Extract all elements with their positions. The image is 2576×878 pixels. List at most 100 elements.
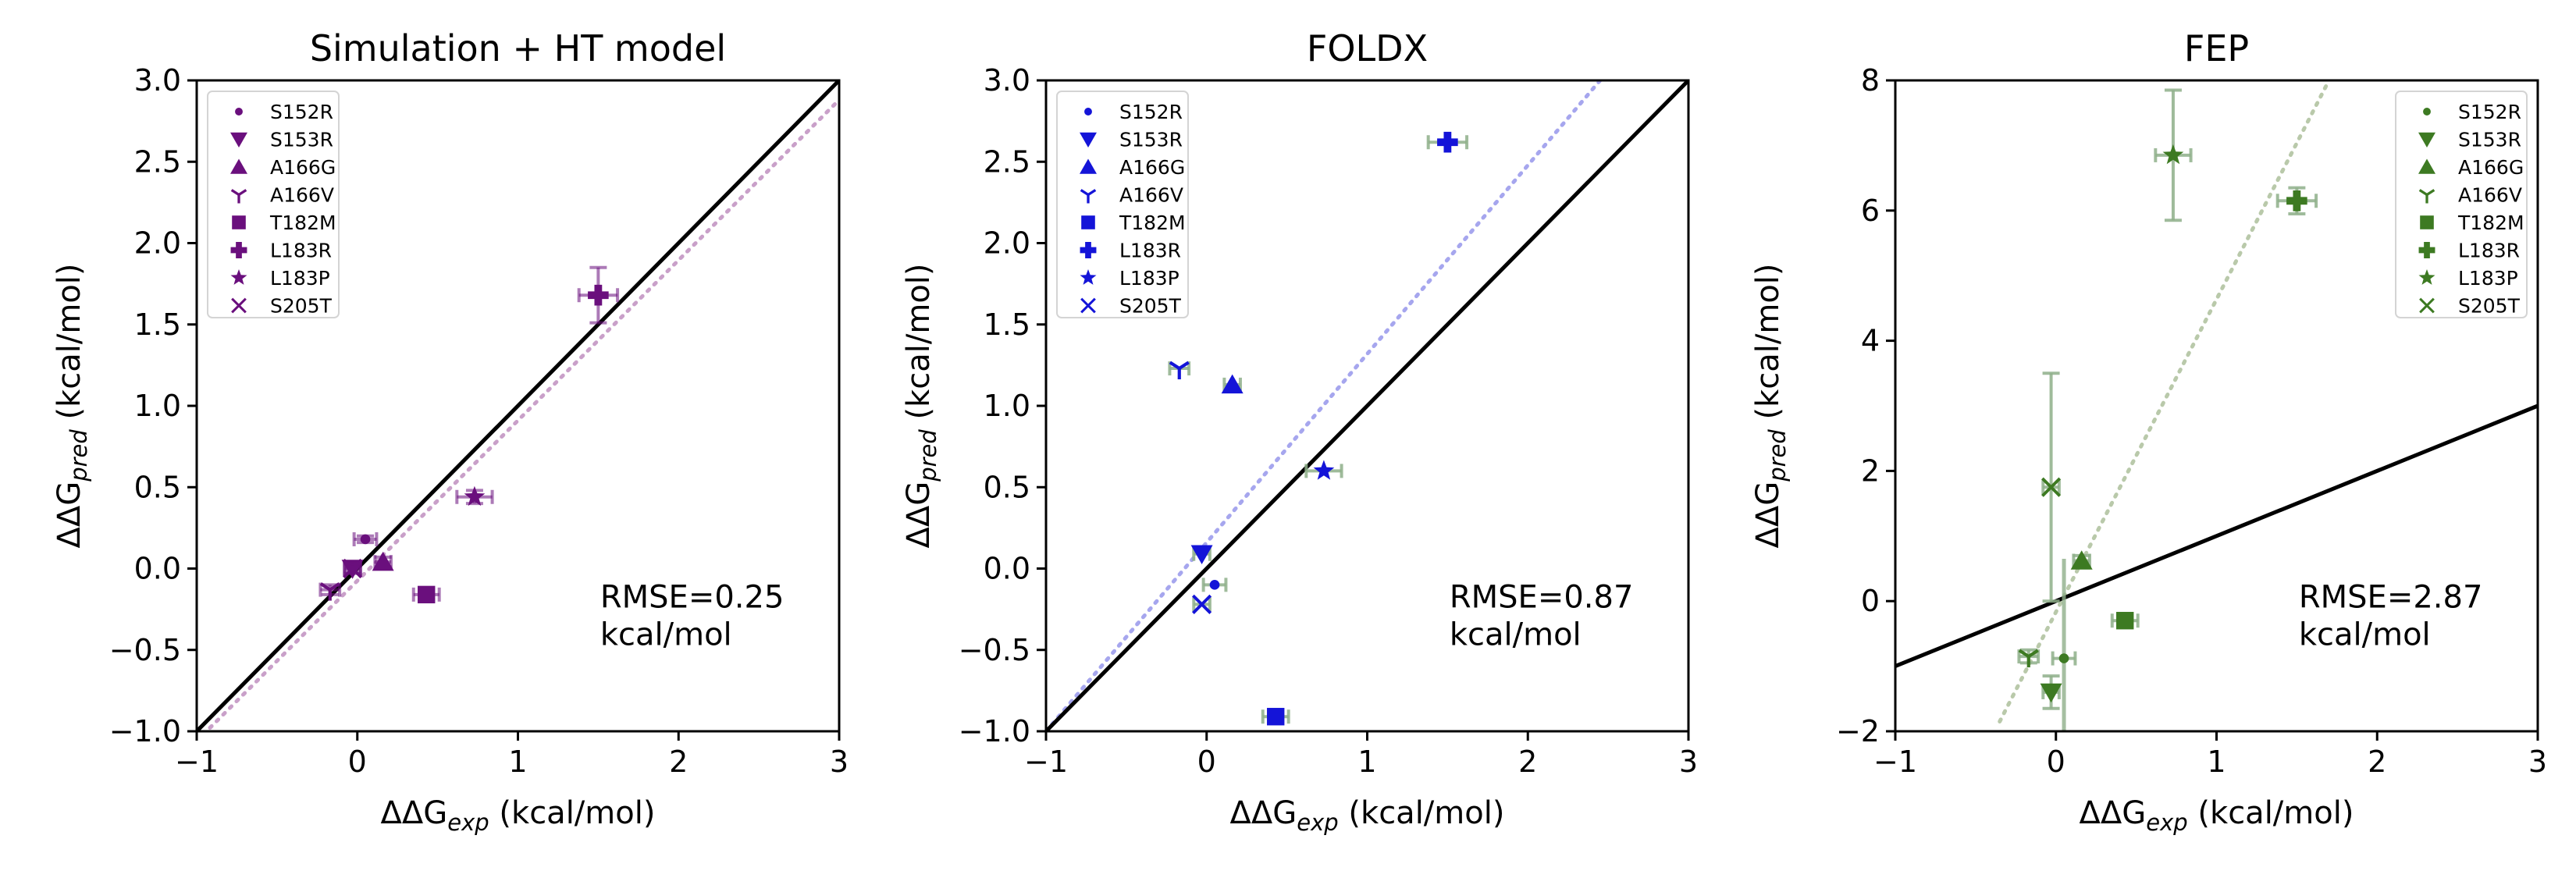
legend-label: S152R — [1119, 101, 1183, 123]
identity-line — [1895, 403, 2538, 668]
y-tick-label: 0.0 — [134, 552, 181, 586]
y-tick-label: −0.5 — [959, 633, 1030, 667]
x-axis-label-unit: (kcal/mol) — [2188, 795, 2354, 831]
y-tick-label: 2.0 — [984, 226, 1030, 261]
x-tick-label: 0 — [348, 745, 367, 779]
legend-label: L183P — [270, 267, 330, 290]
data-point-l183p — [1304, 460, 1343, 480]
legend-triangle-up-marker — [1080, 158, 1097, 174]
y-tick-label: 2.5 — [134, 144, 181, 179]
x-tick-label: 1 — [508, 745, 527, 779]
circle-marker — [1209, 580, 1220, 590]
data-point-l183p — [2154, 88, 2193, 222]
chart-title: FEP — [2184, 27, 2249, 69]
identity-line — [1046, 80, 1688, 731]
y-tick-label: 3.0 — [134, 63, 181, 98]
y-axis-label: ΔΔGpred (kcal/mol) — [901, 263, 941, 548]
legend-item-s152r: S152R — [235, 101, 333, 123]
legend-tri-marker-left-arm — [1080, 189, 1089, 196]
star-marker — [2162, 144, 2184, 165]
legend-label: A166G — [2458, 156, 2524, 179]
tri-marker — [1169, 361, 1190, 380]
star-marker — [464, 485, 486, 507]
tri-marker — [2018, 649, 2039, 668]
x-axis-label-unit: (kcal/mol) — [489, 795, 656, 831]
data-point-s152r — [2051, 651, 2077, 666]
tri-marker-left-arm — [1169, 361, 1180, 370]
y-tick-label: 8 — [1861, 63, 1880, 98]
y-axis-label: ΔΔGpred (kcal/mol) — [1750, 263, 1791, 548]
y-tick-label: 1.5 — [984, 307, 1030, 342]
square-marker — [418, 585, 436, 604]
y-axis-label-subscript: pred — [1764, 429, 1791, 482]
y-tick-label: 4 — [1861, 324, 1880, 358]
rmse-annotation-line-1: RMSE=0.25 — [600, 580, 785, 616]
legend-label: S153R — [1119, 129, 1183, 151]
legend-label: T182M — [1119, 212, 1186, 234]
tri-marker-right-arm — [329, 582, 340, 592]
data-point-a166g — [372, 551, 394, 571]
fit-line — [1046, 80, 1603, 731]
legend-label: S152R — [2458, 101, 2521, 123]
x-marker-stroke-2 — [342, 558, 363, 579]
legend-x-marker — [2419, 297, 2435, 314]
legend-star-marker — [1080, 269, 1097, 285]
legend-square-marker — [2420, 215, 2434, 229]
data-point-a166v — [2017, 648, 2041, 668]
legend-label: L183R — [1119, 240, 1181, 262]
data-point-l183r — [577, 265, 620, 325]
legend-item-l183p: L183P — [230, 267, 330, 290]
legend-item-s205t: S205T — [231, 295, 333, 318]
legend-triangle-up-marker — [230, 158, 247, 174]
legend-label: T182M — [269, 212, 336, 234]
legend-tri-marker — [1080, 189, 1097, 204]
y-tick-label: 2.0 — [134, 226, 181, 261]
legend-square-marker — [1081, 215, 1095, 229]
legend-item-a166v: A166V — [1080, 184, 1183, 207]
legend-box — [1056, 91, 1189, 318]
x-axis-label: ΔΔGexp (kcal/mol) — [1230, 795, 1505, 836]
y-axis-label-unit: (kcal/mol) — [52, 263, 87, 429]
x-marker-stroke-2 — [1191, 594, 1212, 614]
x-axis-label-subscript: exp — [1297, 809, 1338, 836]
plus-marker — [588, 284, 609, 306]
y-tick-label: −2 — [1836, 714, 1880, 748]
y-tick-label: 1.0 — [984, 389, 1030, 423]
x-axis-label-unit: (kcal/mol) — [1339, 795, 1505, 831]
plot-area — [1046, 80, 1688, 731]
legend-triangle-up-marker — [2418, 158, 2435, 174]
legend-tri-marker-right-arm — [2426, 189, 2435, 196]
chart-title: FOLDX — [1307, 27, 1428, 69]
legend-star-marker — [230, 269, 247, 285]
triangle-up-marker — [372, 551, 394, 571]
legend-star-marker — [2418, 269, 2435, 285]
x-tick-label: 3 — [1679, 745, 1698, 779]
x-tick-label: −1 — [1873, 745, 1917, 779]
data-point-s152r — [352, 531, 379, 546]
y-axis-label-unit: (kcal/mol) — [901, 263, 937, 429]
data-point-l183r — [2275, 186, 2318, 215]
x-tick-label: −1 — [1024, 745, 1068, 779]
tri-marker — [319, 582, 340, 601]
y-axis-label-base: ΔΔG — [901, 482, 937, 549]
legend-label: L183R — [270, 240, 332, 262]
legend-item-l183r: L183R — [230, 240, 332, 262]
legend-tri-marker — [2418, 189, 2435, 204]
legend: S152R S153R A166G A166V T182M L183R L183P S205T — [2395, 91, 2528, 318]
legend-label: A166G — [1119, 156, 1185, 179]
y-tick-label: −1.0 — [959, 714, 1030, 748]
plus-marker — [1437, 131, 1458, 153]
y-tick-label: 0 — [1861, 584, 1880, 618]
y-axis-label: ΔΔGpred (kcal/mol) — [52, 263, 92, 548]
legend-x-marker-stroke-2 — [1080, 297, 1096, 314]
legend-label: L183P — [1119, 267, 1179, 290]
x-marker — [1191, 594, 1212, 614]
chart-panel-1: −1 0 1 2 3 −1.0 −0.5 0.0 0.5 1.0 1.5 2.0 2.5 3.0 Simul… — [52, 27, 849, 836]
x-marker — [2041, 477, 2062, 497]
data-point-a166g — [2070, 550, 2093, 570]
triangle-down-marker — [1190, 545, 1213, 565]
legend-tri-marker-right-arm — [238, 189, 247, 196]
data-point-s152r — [1201, 578, 1228, 592]
